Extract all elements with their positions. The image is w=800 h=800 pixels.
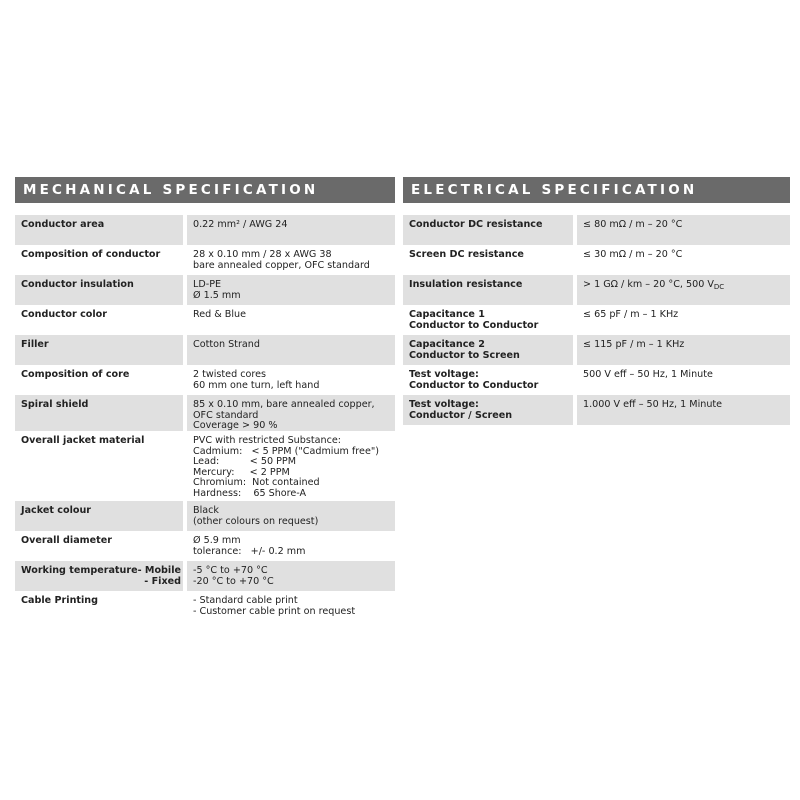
row-label: Test voltage: Conductor to Conductor [409,369,539,391]
row-label: Overall diameter [21,535,112,546]
working-temperature-modes: - Mobile - Fixed [137,565,182,591]
row-value: Black (other colours on request) [187,501,395,531]
fixed-label: - Fixed [144,575,182,587]
row-label: Spiral shield [15,395,183,431]
table-row: Cable Printing - Standard cable print - C… [15,591,395,621]
mechanical-header: MECHANICAL SPECIFICATION [15,177,395,203]
table-row: Conductor area 0.22 mm² / AWG 24 [15,215,395,245]
table-row: Composition of core 2 twisted cores 60 mm… [15,365,395,395]
row-label: Composition of conductor [21,249,161,260]
row-label: Overall jacket material [21,435,145,446]
table-row: Capacitance 1 Conductor to Conductor ≤ 65… [403,305,790,335]
row-value: > 1 GΩ / km – 20 °C, 500 VDC [577,275,790,305]
row-value: ≤ 80 mΩ / m – 20 °C [577,215,790,245]
row-value: 500 V eff – 50 Hz, 1 Minute [583,369,713,380]
row-label: Conductor DC resistance [403,215,573,245]
electrical-header: ELECTRICAL SPECIFICATION [403,177,790,203]
table-row: Test voltage: Conductor / Screen 1.000 V … [403,395,790,425]
table-row: Conductor insulation LD-PE Ø 1.5 mm [15,275,395,305]
row-label: Cable Printing [21,595,98,606]
row-value: 0.22 mm² / AWG 24 [187,215,395,245]
table-row: Insulation resistance > 1 GΩ / km – 20 °C… [403,275,790,305]
row-label: Capacitance 1 Conductor to Conductor [409,309,539,331]
table-row: Overall jacket material PVC with restrict… [15,431,395,501]
mobile-label: - Mobile [137,565,182,576]
row-value: 85 x 0.10 mm, bare annealed copper, OFC … [187,395,395,431]
row-label: Jacket colour [15,501,183,531]
row-label: Conductor insulation [15,275,183,305]
row-label: Conductor color [21,309,107,320]
table-row: Jacket colour Black (other colours on req… [15,501,395,531]
row-value: Ø 5.9 mm tolerance: +/- 0.2 mm [193,535,306,557]
mechanical-specification: MECHANICAL SPECIFICATION Conductor area 0… [15,177,395,621]
row-value: -5 °C to +70 °C -20 °C to +70 °C [187,561,395,591]
table-row: Working temperature - Mobile - Fixed -5 °… [15,561,395,591]
row-value: - Standard cable print - Customer cable … [193,595,356,617]
table-row: Filler Cotton Strand [15,335,395,365]
table-row: Spiral shield 85 x 0.10 mm, bare annealed… [15,395,395,431]
table-row: Screen DC resistance ≤ 30 mΩ / m – 20 °C [403,245,790,275]
row-value: 2 twisted cores 60 mm one turn, left han… [193,369,320,391]
row-value: PVC with restricted Substance: Cadmium: … [193,435,380,499]
electrical-table: Conductor DC resistance ≤ 80 mΩ / m – 20 … [403,215,790,425]
row-label: Filler [15,335,183,365]
electrical-specification: ELECTRICAL SPECIFICATION Conductor DC re… [403,177,790,425]
row-value: ≤ 65 pF / m – 1 KHz [583,309,679,320]
mechanical-table: Conductor area 0.22 mm² / AWG 24 Composit… [15,215,395,621]
table-row: Test voltage: Conductor to Conductor 500 … [403,365,790,395]
working-temperature-label: Working temperature [21,565,138,576]
table-row: Composition of conductor 28 x 0.10 mm / 2… [15,245,395,275]
row-label: Screen DC resistance [409,249,524,260]
table-row: Overall diameter Ø 5.9 mm tolerance: +/- … [15,531,395,561]
row-value: 1.000 V eff – 50 Hz, 1 Minute [577,395,790,425]
row-label: Insulation resistance [403,275,573,305]
row-label: Conductor area [15,215,183,245]
table-row: Capacitance 2 Conductor to Screen ≤ 115 p… [403,335,790,365]
row-label: Capacitance 2 Conductor to Screen [403,335,573,365]
row-label: Test voltage: Conductor / Screen [403,395,573,425]
row-value: 28 x 0.10 mm / 28 x AWG 38 bare annealed… [193,249,370,271]
row-label: Working temperature - Mobile - Fixed [15,561,183,591]
row-value: Red & Blue [193,309,247,320]
table-row: Conductor DC resistance ≤ 80 mΩ / m – 20 … [403,215,790,245]
row-value: LD-PE Ø 1.5 mm [187,275,395,305]
value-subscript: DC [713,283,725,291]
row-value: ≤ 30 mΩ / m – 20 °C [583,249,683,260]
row-value: Cotton Strand [187,335,395,365]
value-text: > 1 GΩ / km – 20 °C, 500 V [583,279,714,290]
table-row: Conductor color Red & Blue [15,305,395,335]
row-value: ≤ 115 pF / m – 1 KHz [577,335,790,365]
row-label: Composition of core [21,369,130,380]
